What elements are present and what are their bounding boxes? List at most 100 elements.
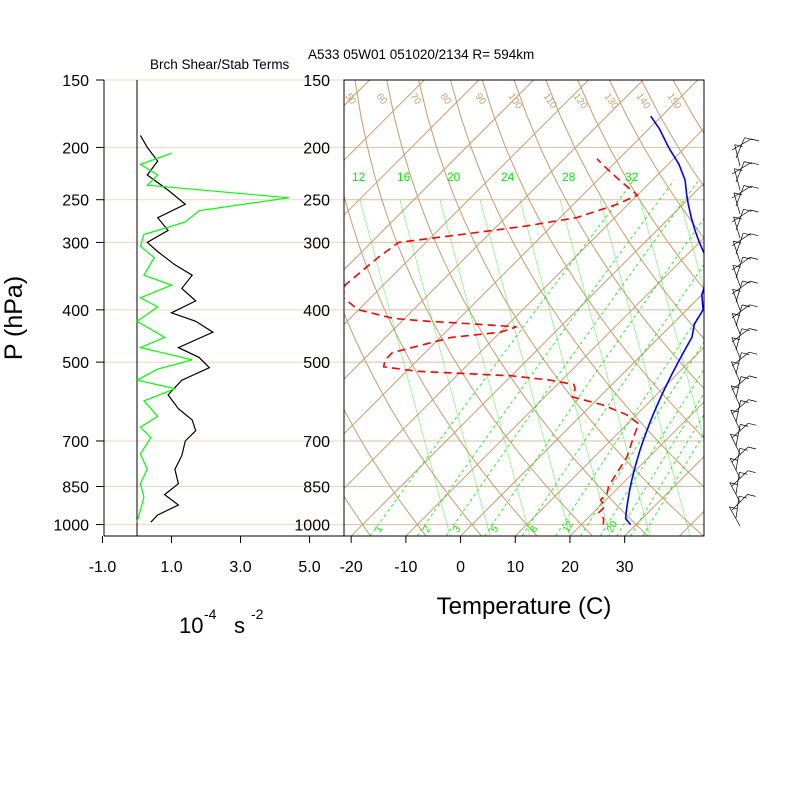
mixing-ratio-label-top: 32 [625, 170, 639, 184]
left-isobar-grid [96, 79, 344, 526]
temperature-tick-label: -20 [340, 559, 363, 576]
x-label-exp1: -4 [204, 606, 217, 622]
black-series-line [139, 135, 215, 523]
mixing-ratio-label-bottom: 3 [451, 524, 464, 535]
temperature-tick-label: 20 [561, 559, 579, 576]
left-panel-title: Brch Shear/Stab Terms [150, 57, 290, 72]
skewt-mixing-ratio-line [642, 432, 704, 536]
wind-barb-flag [732, 313, 741, 316]
skewt-pressure-tick: 400 [303, 303, 330, 320]
skewt-mixing-ratio-line [555, 307, 704, 536]
wind-barb-flag [733, 192, 742, 196]
wind-barb-flag [729, 506, 738, 510]
wind-barb-shaft [728, 506, 741, 527]
skewt-dry-adiabat [344, 495, 372, 536]
wind-barb-flag [739, 495, 748, 499]
skewt-isotherm [350, 182, 704, 536]
wind-barb-shaft [733, 192, 741, 215]
wind-barb-flag [729, 458, 739, 461]
left-pressure-tick: 400 [62, 303, 89, 320]
wind-barb-flag [744, 161, 753, 164]
skewt-dry-adiabat [386, 80, 649, 536]
wind-barb-shaft [730, 434, 741, 455]
skewt-isotherm [344, 80, 699, 435]
left-pressure-tick: 200 [62, 140, 89, 157]
wind-barb-shaft [733, 216, 741, 239]
wind-barb-flag [733, 216, 742, 220]
wind-barb-shaft [735, 496, 740, 519]
wind-barb-flag [750, 185, 759, 189]
wind-barb-flag [742, 256, 751, 260]
skewt-moist-adiabat [559, 199, 651, 536]
wind-barb-shaft [731, 351, 750, 367]
skewt-profiles [344, 115, 704, 526]
skewt-dry-adiabat [344, 408, 427, 536]
left-x-tick-label: 5.0 [298, 559, 320, 576]
wind-barb-shaft [735, 400, 741, 423]
wind-barb-shaft [731, 337, 741, 359]
skewt-mixing-ratio-line [484, 217, 704, 536]
skewt-mixing-ratio-line [616, 392, 704, 536]
wind-barb-shaft [735, 448, 741, 471]
mixing-ratio-label-bottom: 8 [528, 524, 541, 535]
right-panel-title: A533 05W01 051020/2134 R= 594km [308, 47, 534, 62]
wind-barb-flag [740, 400, 749, 403]
wind-barb-flag [749, 280, 758, 284]
x-label-unit: s [234, 613, 245, 638]
skewt-pressure-tick-labels: 150 200 250 300 400 500 700 850 1000 [294, 73, 330, 535]
wind-barb-flag [750, 162, 759, 166]
wind-barb-flag [743, 232, 752, 236]
left-pressure-tick: 500 [62, 355, 89, 372]
skewt-pressure-tick: 250 [303, 193, 330, 210]
skewt-frame [343, 79, 705, 537]
skewt-dry-adiabat [344, 193, 538, 536]
x-label-base: 10 [179, 613, 203, 638]
wind-barb-shaft [732, 240, 741, 263]
left-pressure-tick: 300 [62, 235, 89, 252]
left-x-axis-label: 10 -4 s -2 [179, 606, 264, 638]
shear-stability-panel: 150 200 250 300 400 500 700 850 1000 -1.0 1.0 3.0 5… [0, 73, 344, 638]
skewt-isotherm [344, 80, 535, 271]
wind-barb-shaft [735, 472, 740, 495]
wind-barb-flag [750, 233, 759, 237]
wind-barb-flag [739, 447, 748, 451]
temperature-tick-label: 0 [456, 559, 465, 576]
skewt-isotherm [624, 455, 704, 536]
wind-barb-shaft [732, 265, 741, 287]
mixing-ratio-label-bottom: 20 [605, 519, 620, 535]
wind-barb-flag [747, 494, 756, 497]
left-x-tick-label: 1.0 [160, 559, 182, 576]
wind-barb-shaft [735, 424, 741, 447]
wind-barb-flag [748, 375, 757, 379]
wind-barb-shaft [731, 361, 741, 383]
skewt-pressure-tick: 700 [303, 434, 330, 451]
temperature-profile-line [624, 115, 704, 526]
skewt-moist-adiabat [679, 199, 704, 291]
skewt-pressure-tick: 500 [303, 355, 330, 372]
mixing-ratio-label-bottom: 5 [489, 524, 502, 535]
mixing-ratio-label-top: 24 [501, 170, 515, 184]
skewt-background-grid [344, 80, 704, 536]
skewt-moist-adiabat [439, 199, 531, 536]
wind-barb-flag [744, 137, 753, 141]
skewt-moist-adiabat [399, 199, 491, 536]
wind-barb-shaft [731, 494, 748, 511]
skewt-pressure-tick: 1000 [294, 518, 330, 535]
left-pressure-tick: 850 [62, 479, 89, 496]
wind-barb-flag [749, 304, 758, 308]
wind-barb-flag [749, 351, 758, 355]
wind-barb-flag [748, 446, 757, 450]
wind-barb-flag [741, 328, 750, 332]
wind-barb-shaft [731, 280, 751, 295]
skewt-isotherm [344, 80, 644, 380]
skewt-moist-adiabat [359, 199, 451, 536]
wind-barb-flag [731, 337, 740, 340]
skewt-dry-adiabat [481, 80, 704, 439]
left-pressure-tick: 1000 [53, 518, 89, 535]
skewt-isotherm [569, 401, 704, 536]
wind-barb-shaft [735, 256, 744, 279]
wind-barb-shaft [731, 470, 749, 487]
skewt-isotherm [514, 346, 704, 536]
